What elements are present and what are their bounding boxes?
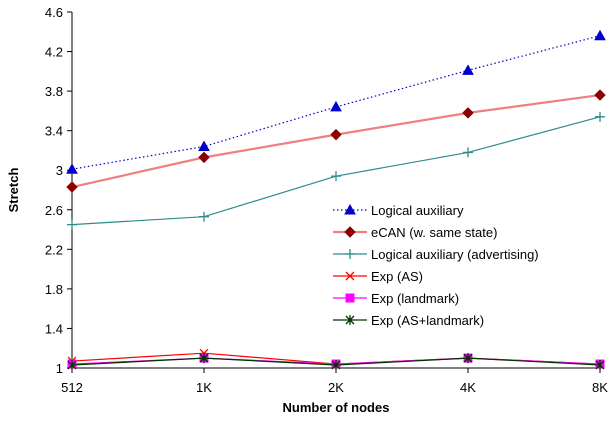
legend-item: eCAN (w. same state): [333, 225, 497, 240]
data-point-marker: [345, 315, 355, 325]
data-point-marker: [345, 271, 355, 281]
data-point-marker: [330, 128, 342, 141]
legend-item: Logical auxiliary: [333, 203, 464, 218]
legend-item: Logical auxiliary (advertising): [333, 247, 539, 262]
legend: Logical auxiliary eCAN (w. same state) Log…: [333, 203, 539, 328]
data-point-marker: [595, 111, 605, 122]
data-point-marker: [331, 171, 341, 182]
data-point-marker: [345, 293, 355, 303]
data-point-marker: [344, 226, 356, 238]
data-point-marker: [462, 107, 474, 119]
legend-item: Exp (AS): [333, 269, 423, 284]
series-group: [67, 353, 605, 371]
y-ticks: 1 1.4 1.8 2.2 2.6 3 3.4 3.8 4.2 4.6: [45, 5, 72, 376]
legend-label: Exp (AS): [371, 269, 423, 284]
y-axis-title: Stretch: [6, 168, 21, 213]
y-tick-label: 1.8: [45, 282, 63, 297]
data-point-marker: [199, 211, 209, 222]
series-line: [71, 35, 601, 170]
data-point-marker: [199, 353, 209, 364]
y-tick-label: 2.2: [45, 242, 63, 257]
series-group: [67, 111, 605, 230]
legend-item: Exp (AS+landmark): [333, 313, 484, 328]
data-point-marker: [66, 181, 78, 193]
data-point-marker: [331, 360, 341, 371]
data-point-marker: [67, 219, 77, 230]
data-point-marker: [595, 360, 605, 371]
series-group: [66, 29, 606, 174]
x-ticks: 512 1K 2K 4K 8K: [61, 368, 608, 395]
legend-label: Exp (landmark): [371, 291, 459, 306]
legend-item: Exp (landmark): [333, 291, 459, 306]
data-point-marker: [330, 100, 342, 112]
data-point-marker: [67, 360, 77, 371]
y-tick-label: 3.4: [45, 124, 63, 139]
x-tick-label: 2K: [328, 380, 344, 395]
data-point-marker: [463, 147, 473, 158]
series-layer: [66, 29, 606, 371]
legend-label: Logical auxiliary: [371, 203, 464, 218]
x-tick-label: 4K: [460, 380, 476, 395]
y-tick-label: 4.2: [45, 45, 63, 60]
data-point-marker: [66, 163, 78, 174]
data-point-marker: [344, 203, 356, 215]
legend-label: Exp (AS+landmark): [371, 313, 484, 328]
series-group: [66, 89, 606, 193]
data-point-marker: [594, 29, 606, 41]
y-tick-label: 4.6: [45, 5, 63, 20]
y-tick-label: 2.6: [45, 203, 63, 218]
y-tick-label: 3.8: [45, 84, 63, 99]
x-axis-title: Number of nodes: [283, 400, 390, 415]
y-tick-label: 3: [56, 163, 63, 178]
x-tick-label: 512: [61, 380, 83, 395]
legend-label: eCAN (w. same state): [371, 225, 497, 240]
x-tick-label: 8K: [592, 380, 608, 395]
plot-area: 1 1.4 1.8 2.2 2.6 3 3.4 3.8 4.2 4.6 512 1K 2K 4K 8K: [45, 5, 608, 395]
data-point-marker: [463, 353, 473, 364]
y-tick-label: 1: [56, 361, 63, 376]
legend-label: Logical auxiliary (advertising): [371, 247, 539, 262]
y-tick-label: 1.4: [45, 321, 63, 336]
data-point-marker: [198, 151, 210, 164]
data-point-marker: [462, 64, 474, 75]
data-point-marker: [345, 249, 355, 259]
data-point-marker: [198, 140, 210, 151]
data-point-marker: [594, 89, 606, 101]
x-tick-label: 1K: [196, 380, 212, 395]
